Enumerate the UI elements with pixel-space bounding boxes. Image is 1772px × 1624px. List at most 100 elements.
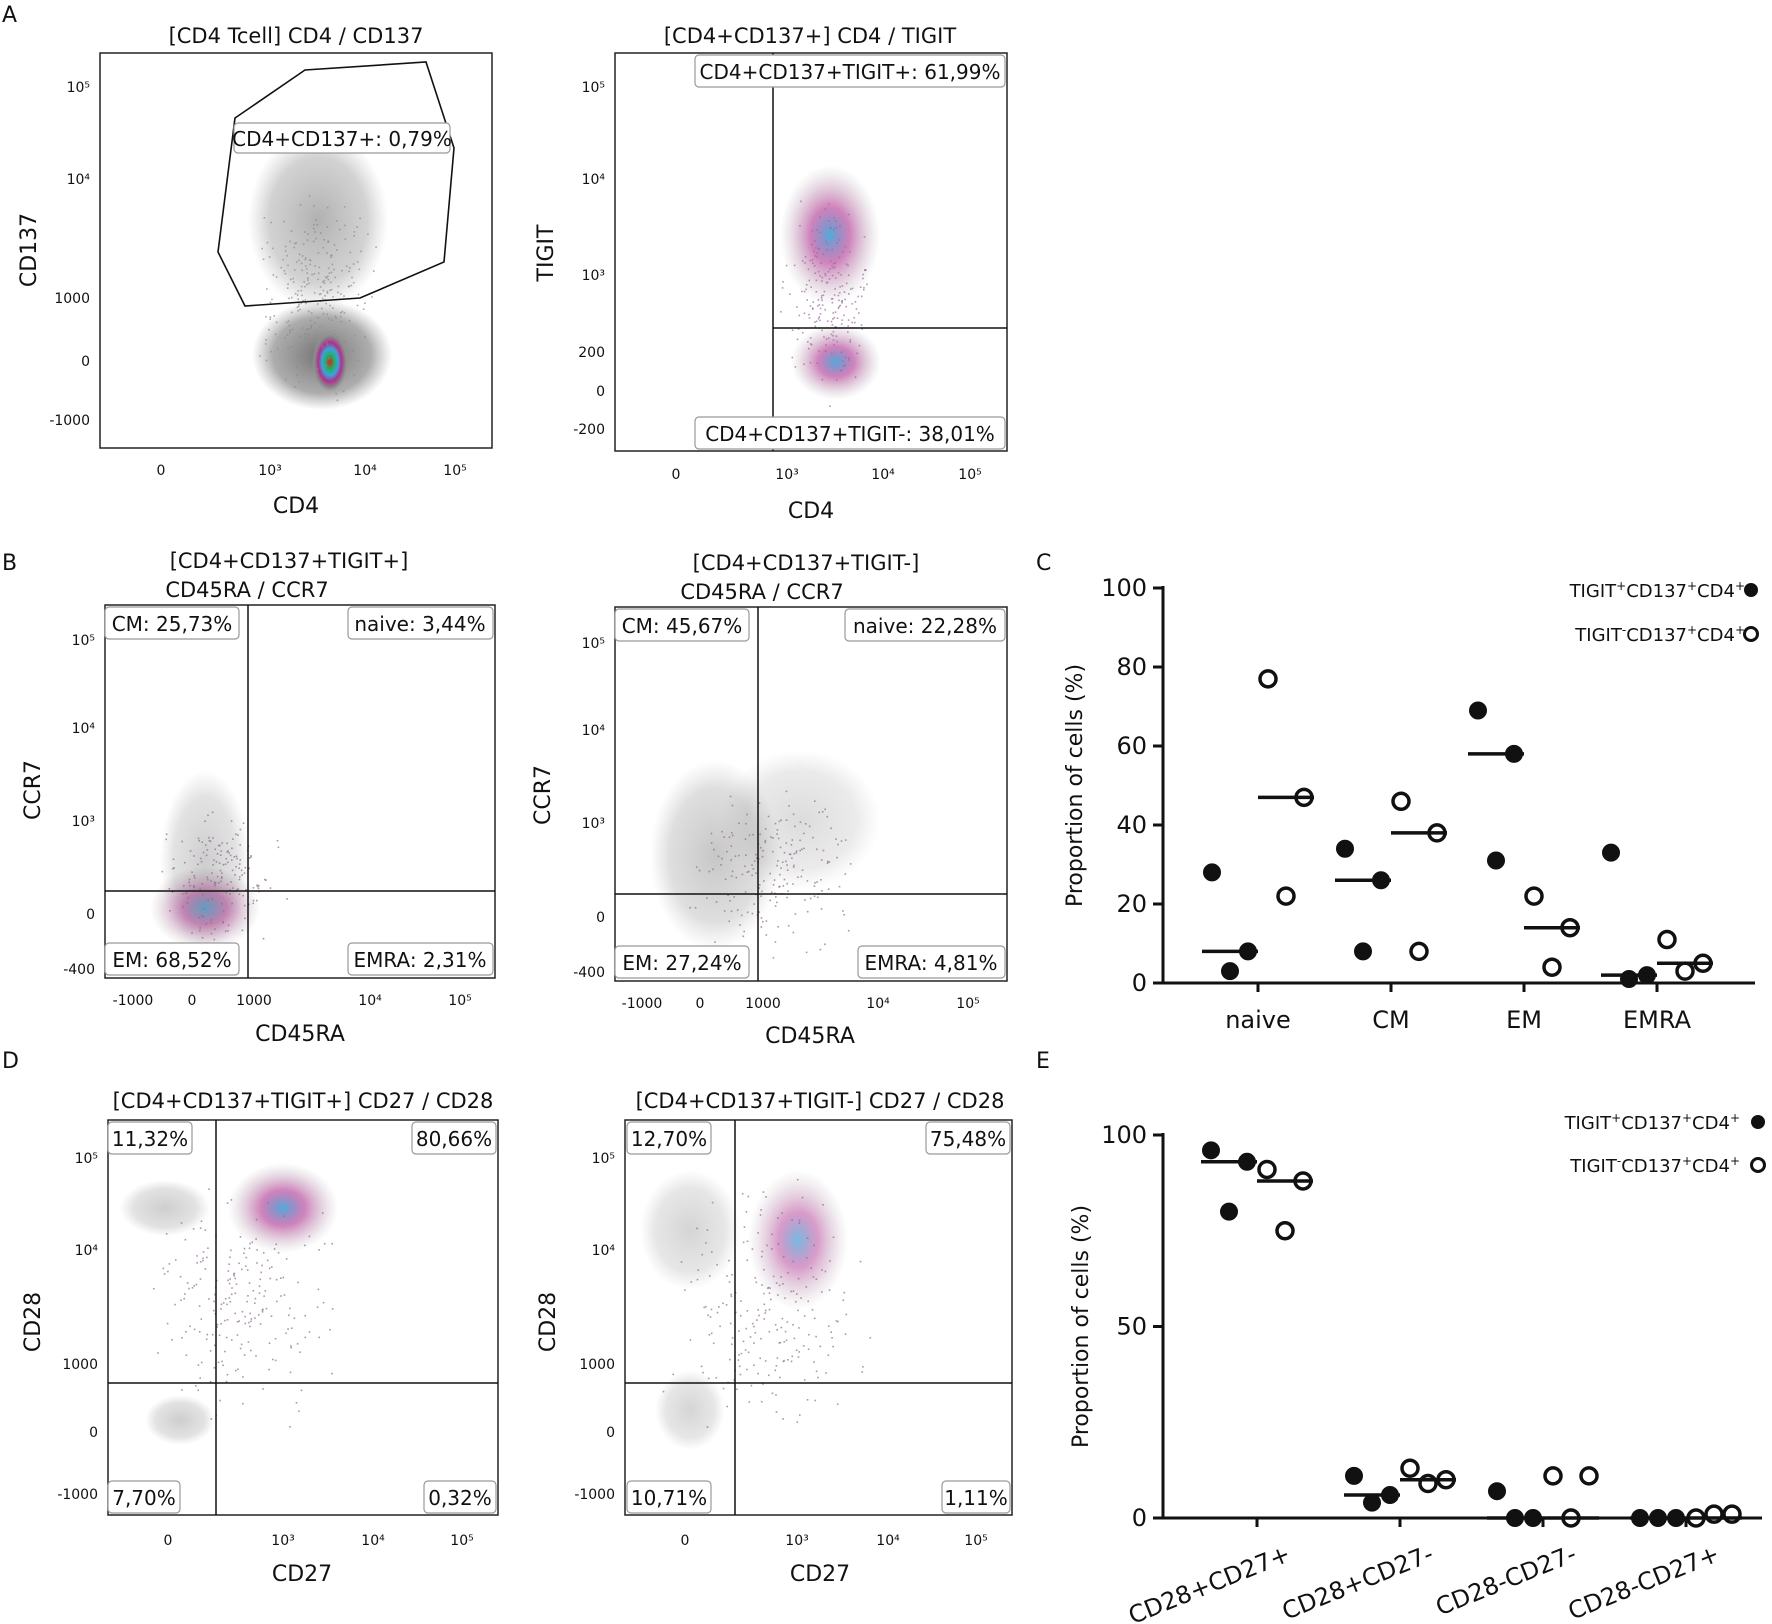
event-dot: [319, 325, 321, 328]
event-dot: [779, 1341, 782, 1344]
event-dot: [268, 1342, 271, 1344]
event-dot: [805, 288, 807, 291]
event-dot: [349, 251, 352, 254]
event-dot: [728, 1281, 731, 1283]
event-dot: [830, 298, 833, 300]
event-dot: [806, 1399, 809, 1401]
plot-frame: [614, 52, 1008, 452]
event-dot: [239, 828, 242, 831]
event-dot: [844, 245, 847, 248]
event-dot: [201, 883, 203, 885]
event-dot: [199, 1377, 201, 1379]
event-dot: [848, 251, 851, 253]
event-dot: [257, 887, 260, 890]
event-dot: [268, 1267, 271, 1270]
event-dot: [776, 901, 778, 904]
event-dot: [211, 1333, 214, 1336]
data-point-open: [1704, 1504, 1724, 1524]
event-dot: [706, 1426, 709, 1428]
event-dot: [216, 875, 219, 878]
event-dot: [747, 1351, 750, 1354]
event-dot: [297, 309, 299, 312]
event-dot: [357, 261, 359, 263]
event-dot: [236, 857, 238, 860]
event-dot: [858, 344, 861, 347]
event-dot: [214, 882, 217, 884]
event-dot: [274, 1359, 277, 1362]
event-dot: [333, 333, 336, 335]
quadrant-label-box: [614, 608, 750, 642]
event-dot: [239, 1347, 242, 1350]
event-dot: [813, 1317, 816, 1320]
event-dot: [289, 1426, 291, 1428]
event-dot: [746, 1310, 749, 1312]
event-dot: [306, 347, 308, 349]
event-dot: [330, 254, 332, 256]
event-dot: [769, 899, 771, 902]
event-dot: [298, 381, 300, 383]
event-dot: [246, 1300, 248, 1303]
flow-plot-d1: [CD4+CD137+TIGIT+] CD27 / CD28 11,32% 80…: [21, 1089, 499, 1587]
event-dot: [776, 1329, 778, 1331]
event-dot: [287, 347, 290, 349]
y-tick-label: 0: [1132, 969, 1147, 997]
event-dot: [352, 281, 355, 284]
event-dot: [781, 1212, 783, 1214]
event-dot: [250, 1320, 252, 1323]
event-dot: [324, 295, 326, 297]
event-dot: [326, 226, 329, 228]
event-dot: [730, 845, 733, 847]
event-dot: [783, 1341, 786, 1343]
event-dot: [836, 379, 838, 381]
event-dot: [213, 859, 215, 861]
event-dot: [216, 1323, 219, 1326]
event-dot: [199, 929, 201, 932]
event-dot: [824, 308, 826, 311]
event-dot: [189, 1325, 191, 1328]
event-dot: [769, 1287, 771, 1289]
event-dot: [341, 269, 343, 272]
event-dot: [206, 1333, 209, 1336]
event-dot: [819, 948, 822, 951]
event-dot: [863, 236, 866, 238]
event-dot: [791, 1355, 793, 1358]
event-dot: [703, 1306, 705, 1309]
event-dot: [317, 317, 320, 319]
event-dot: [243, 1247, 246, 1250]
event-dot: [317, 278, 319, 281]
event-dot: [808, 1333, 810, 1336]
event-dot: [331, 1372, 333, 1375]
category-label: EMRA: [1623, 1006, 1692, 1034]
event-dot: [300, 302, 303, 305]
event-dot: [835, 220, 837, 222]
event-dot: [338, 338, 341, 341]
event-dot: [820, 859, 823, 861]
event-dot: [797, 1309, 799, 1312]
event-dot: [220, 850, 223, 852]
quadrant-label: CM: 25,73%: [112, 612, 233, 636]
data-point-open: [1524, 886, 1544, 906]
event-dot: [781, 861, 784, 863]
event-dot: [303, 281, 305, 283]
event-dot: [822, 253, 825, 256]
quadrant-label-box: [104, 606, 240, 640]
event-dot: [731, 832, 733, 834]
event-dot: [857, 295, 859, 298]
event-dot: [821, 280, 823, 282]
event-dot: [729, 1358, 731, 1361]
event-dot: [237, 888, 239, 890]
data-point-filled: [1203, 863, 1221, 882]
event-dot: [824, 274, 827, 277]
event-dot: [205, 922, 208, 925]
event-dot: [859, 286, 862, 288]
data-point-open: [1276, 886, 1296, 906]
event-dot: [231, 1339, 233, 1341]
event-dot: [730, 875, 733, 877]
event-dot: [188, 878, 191, 881]
event-dot: [243, 1252, 245, 1254]
x-tick: 10³: [271, 1533, 294, 1549]
event-dot: [184, 1293, 186, 1295]
event-dot: [786, 869, 789, 871]
event-dot: [833, 216, 835, 219]
event-dot: [213, 883, 216, 885]
